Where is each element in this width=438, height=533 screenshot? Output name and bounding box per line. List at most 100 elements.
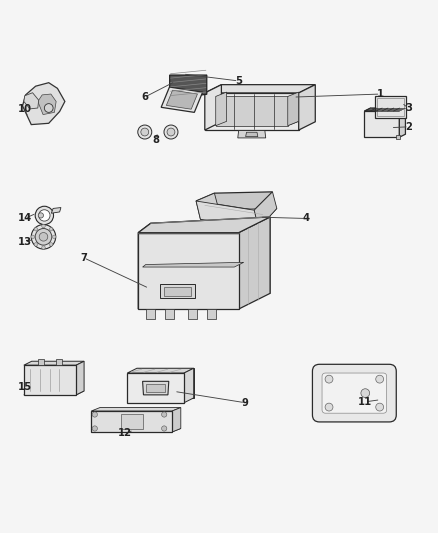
Polygon shape	[378, 98, 404, 116]
Circle shape	[38, 213, 43, 218]
Text: 15: 15	[18, 382, 32, 392]
Circle shape	[162, 412, 167, 417]
Circle shape	[376, 375, 384, 383]
Text: 10: 10	[18, 104, 32, 114]
Circle shape	[35, 206, 53, 224]
Polygon shape	[146, 384, 165, 392]
Text: 14: 14	[18, 214, 32, 223]
Circle shape	[44, 103, 53, 112]
Text: 2: 2	[406, 122, 412, 132]
Polygon shape	[170, 75, 207, 99]
Text: 13: 13	[18, 238, 32, 247]
Polygon shape	[151, 217, 270, 300]
Circle shape	[361, 389, 370, 398]
Circle shape	[325, 375, 333, 383]
Polygon shape	[91, 429, 181, 432]
Circle shape	[39, 232, 48, 241]
Polygon shape	[143, 262, 244, 267]
FancyBboxPatch shape	[312, 364, 396, 422]
Bar	[38, 359, 44, 365]
Polygon shape	[205, 85, 221, 130]
Bar	[165, 309, 174, 319]
Circle shape	[138, 125, 152, 139]
Polygon shape	[254, 192, 277, 229]
Circle shape	[31, 224, 56, 249]
Text: 11: 11	[358, 397, 372, 407]
Circle shape	[162, 426, 167, 431]
Polygon shape	[196, 201, 258, 229]
Polygon shape	[127, 373, 184, 403]
Polygon shape	[205, 85, 315, 93]
Text: 7: 7	[80, 253, 87, 263]
Polygon shape	[91, 411, 172, 432]
Polygon shape	[138, 217, 270, 233]
Polygon shape	[205, 93, 299, 130]
Circle shape	[39, 210, 50, 221]
Bar	[146, 309, 155, 319]
Bar	[56, 359, 62, 365]
Circle shape	[53, 235, 56, 239]
Polygon shape	[76, 361, 84, 395]
Circle shape	[141, 128, 149, 136]
Polygon shape	[216, 96, 288, 126]
Circle shape	[31, 235, 35, 239]
Circle shape	[92, 412, 97, 417]
Polygon shape	[143, 381, 169, 395]
Bar	[207, 309, 216, 319]
Polygon shape	[364, 111, 399, 138]
Circle shape	[35, 229, 52, 245]
Polygon shape	[238, 131, 266, 138]
Polygon shape	[201, 208, 277, 229]
Polygon shape	[24, 365, 76, 395]
Polygon shape	[299, 85, 315, 130]
Bar	[121, 414, 143, 430]
Text: 5: 5	[235, 76, 242, 86]
Text: 6: 6	[141, 92, 148, 102]
Circle shape	[325, 403, 333, 411]
Polygon shape	[216, 122, 299, 126]
Polygon shape	[375, 96, 406, 118]
Polygon shape	[24, 93, 39, 109]
Circle shape	[376, 403, 384, 411]
Polygon shape	[24, 361, 84, 365]
Circle shape	[34, 228, 38, 231]
Polygon shape	[196, 192, 272, 210]
Polygon shape	[127, 368, 194, 373]
Polygon shape	[138, 233, 239, 309]
Circle shape	[49, 243, 53, 246]
Circle shape	[34, 243, 38, 246]
Polygon shape	[24, 391, 84, 395]
Circle shape	[92, 426, 97, 431]
Circle shape	[42, 224, 45, 228]
Polygon shape	[184, 368, 194, 403]
Text: 4: 4	[303, 214, 310, 223]
Polygon shape	[164, 287, 191, 295]
Circle shape	[167, 128, 175, 136]
Polygon shape	[239, 217, 270, 309]
Text: 3: 3	[406, 103, 412, 114]
Text: 12: 12	[118, 429, 132, 438]
Polygon shape	[399, 108, 406, 138]
Polygon shape	[166, 90, 198, 109]
Polygon shape	[22, 83, 65, 125]
Polygon shape	[91, 408, 181, 411]
Bar	[188, 309, 197, 319]
Polygon shape	[137, 368, 194, 398]
Polygon shape	[160, 284, 195, 298]
Circle shape	[49, 228, 53, 231]
Polygon shape	[172, 408, 181, 432]
Circle shape	[164, 125, 178, 139]
Circle shape	[42, 246, 45, 249]
Polygon shape	[138, 223, 151, 309]
Polygon shape	[246, 132, 258, 136]
FancyBboxPatch shape	[322, 373, 387, 413]
Polygon shape	[196, 193, 219, 220]
Text: 8: 8	[152, 135, 159, 145]
Polygon shape	[38, 94, 56, 115]
Polygon shape	[288, 92, 299, 126]
Polygon shape	[51, 207, 61, 213]
Text: 9: 9	[242, 398, 249, 408]
Polygon shape	[216, 92, 226, 126]
Polygon shape	[364, 108, 406, 111]
Text: 1: 1	[377, 89, 384, 99]
